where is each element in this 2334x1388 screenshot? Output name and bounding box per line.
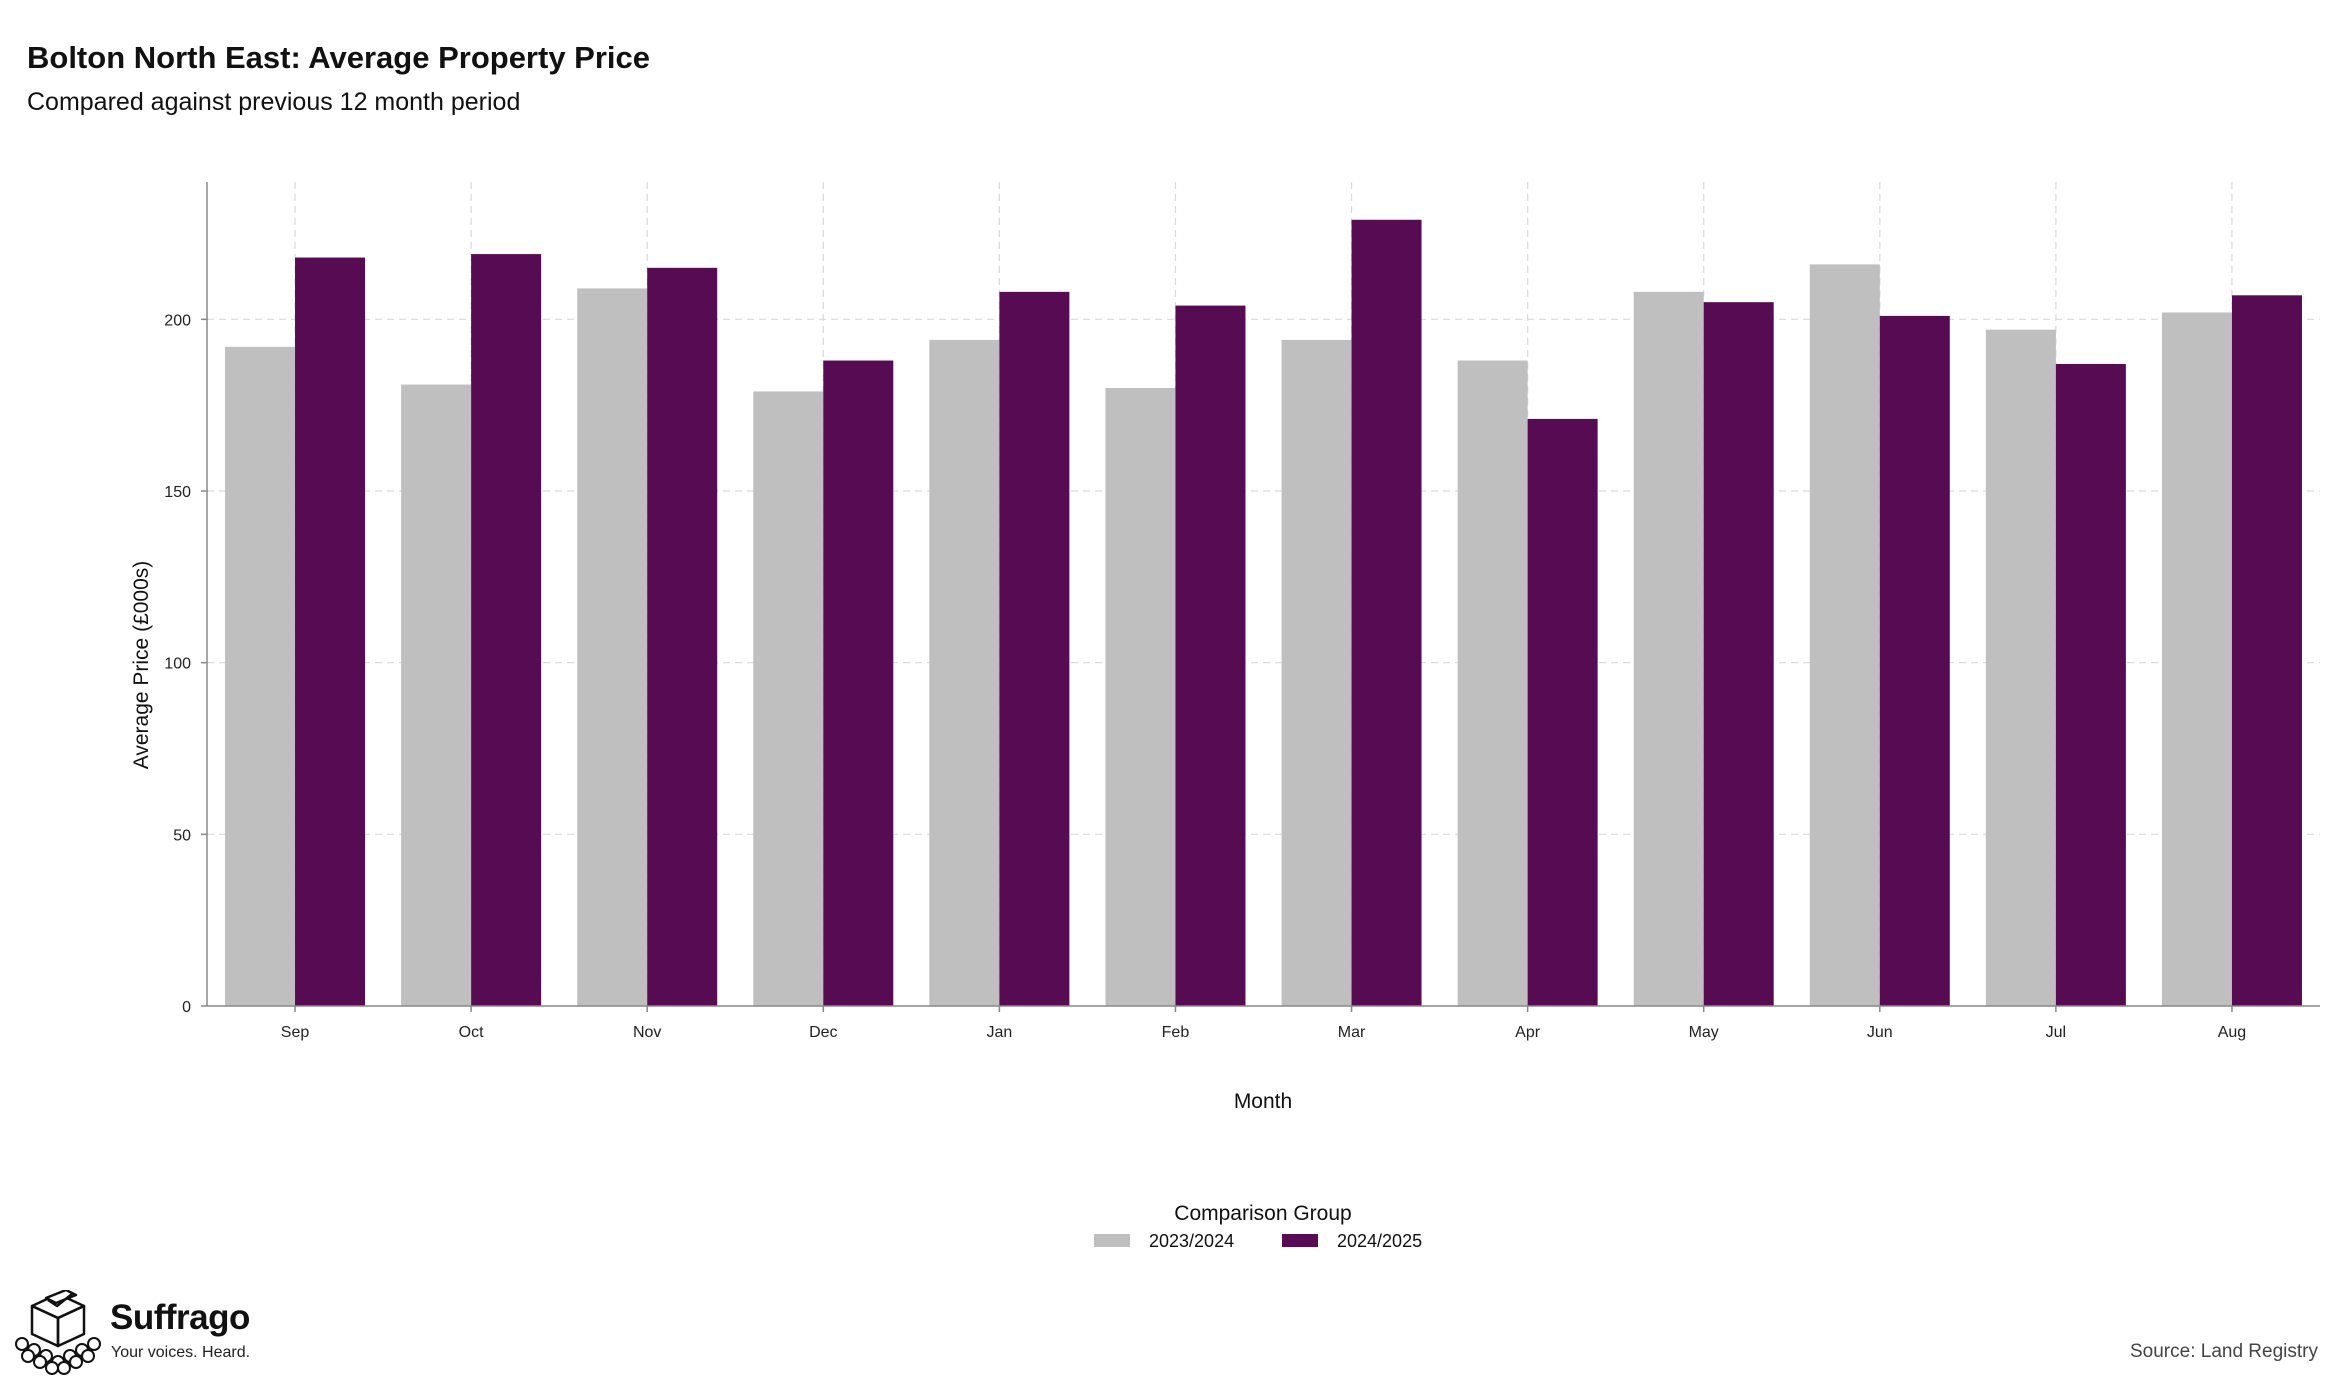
x-tick-label: Mar — [1338, 1024, 1366, 1041]
bar-2024-2025-dec — [823, 360, 894, 1006]
bar-2023-2024-dec — [753, 391, 824, 1006]
bar-2024-2025-sep — [295, 257, 366, 1006]
bar-2024-2025-feb — [1175, 305, 1246, 1007]
bar-2024-2025-jul — [2055, 363, 2126, 1006]
y-axis-title: Average Price (£000s) — [130, 561, 153, 770]
x-tick-label: Dec — [809, 1024, 837, 1041]
bar-2023-2024-may — [1633, 291, 1704, 1006]
x-tick-labels: Sep Oct Nov Dec Jan Feb Mar Apr May Jun Jul Aug — [281, 1024, 2246, 1041]
bar-2023-2024-sep — [225, 346, 296, 1006]
bar-2023-2024-nov — [577, 288, 648, 1006]
bar-2023-2024-feb — [1105, 388, 1176, 1006]
brand-name: Suffrago — [110, 1298, 250, 1337]
bar-2024-2025-mar — [1351, 219, 1422, 1006]
bar-2024-2025-nov — [647, 267, 718, 1006]
legend: 2023/2024 2024/2025 — [1094, 1231, 1422, 1251]
bar-2023-2024-aug — [2161, 312, 2232, 1006]
brand-tagline: Your voices. Heard. — [111, 1344, 251, 1361]
source-note: Source: Land Registry — [2130, 1341, 2318, 1362]
y-tick-label: 200 — [164, 312, 191, 329]
bar-2024-2025-may — [1703, 302, 1774, 1007]
legend-swatch — [1094, 1234, 1130, 1247]
x-tick-label: Apr — [1515, 1024, 1541, 1041]
x-tick-label: Oct — [459, 1024, 484, 1041]
bar-2023-2024-apr — [1457, 360, 1528, 1006]
x-tick-label: Jan — [986, 1024, 1012, 1041]
bar-2024-2025-oct — [471, 254, 542, 1007]
y-tick-label: 50 — [173, 827, 191, 844]
x-tick-label: May — [1689, 1024, 1719, 1041]
legend-label: 2023/2024 — [1149, 1231, 1234, 1251]
axes — [201, 182, 2320, 1012]
x-tick-label: Jul — [2046, 1024, 2066, 1041]
legend-label: 2024/2025 — [1337, 1231, 1422, 1251]
x-tick-label: Sep — [281, 1024, 310, 1041]
x-tick-label: Nov — [633, 1024, 661, 1041]
ballot-box-icon — [15, 1290, 101, 1375]
x-tick-label: Feb — [1162, 1024, 1190, 1041]
bar-2024-2025-jan — [999, 291, 1070, 1006]
x-tick-label: Aug — [2218, 1024, 2246, 1041]
bar-2023-2024-jun — [1809, 264, 1880, 1006]
bar-2024-2025-apr — [1527, 418, 1598, 1006]
brand-logo: Suffrago Your voices. Heard. — [12, 1290, 272, 1380]
x-tick-label: Jun — [1867, 1024, 1893, 1041]
chart-title: Bolton North East: Average Property Pric… — [27, 40, 651, 75]
x-axis-title: Month — [1234, 1090, 1292, 1113]
bar-2023-2024-oct — [401, 384, 472, 1007]
bar-2023-2024-jan — [929, 339, 1000, 1006]
y-tick-labels: 0 50 100 150 200 — [164, 312, 191, 1016]
bar-2024-2025-jun — [1879, 315, 1950, 1006]
y-tick-label: 100 — [164, 656, 191, 673]
y-tick-label: 150 — [164, 484, 191, 501]
y-tick-label: 0 — [182, 999, 191, 1016]
bar-2024-2025-aug — [2231, 295, 2302, 1006]
bar-2023-2024-jul — [1985, 329, 2056, 1007]
legend-title: Comparison Group — [1174, 1202, 1351, 1225]
chart-subtitle: Compared against previous 12 month perio… — [27, 88, 521, 116]
legend-swatch — [1282, 1234, 1318, 1247]
bars — [225, 219, 2302, 1007]
bar-2023-2024-mar — [1281, 339, 1352, 1006]
